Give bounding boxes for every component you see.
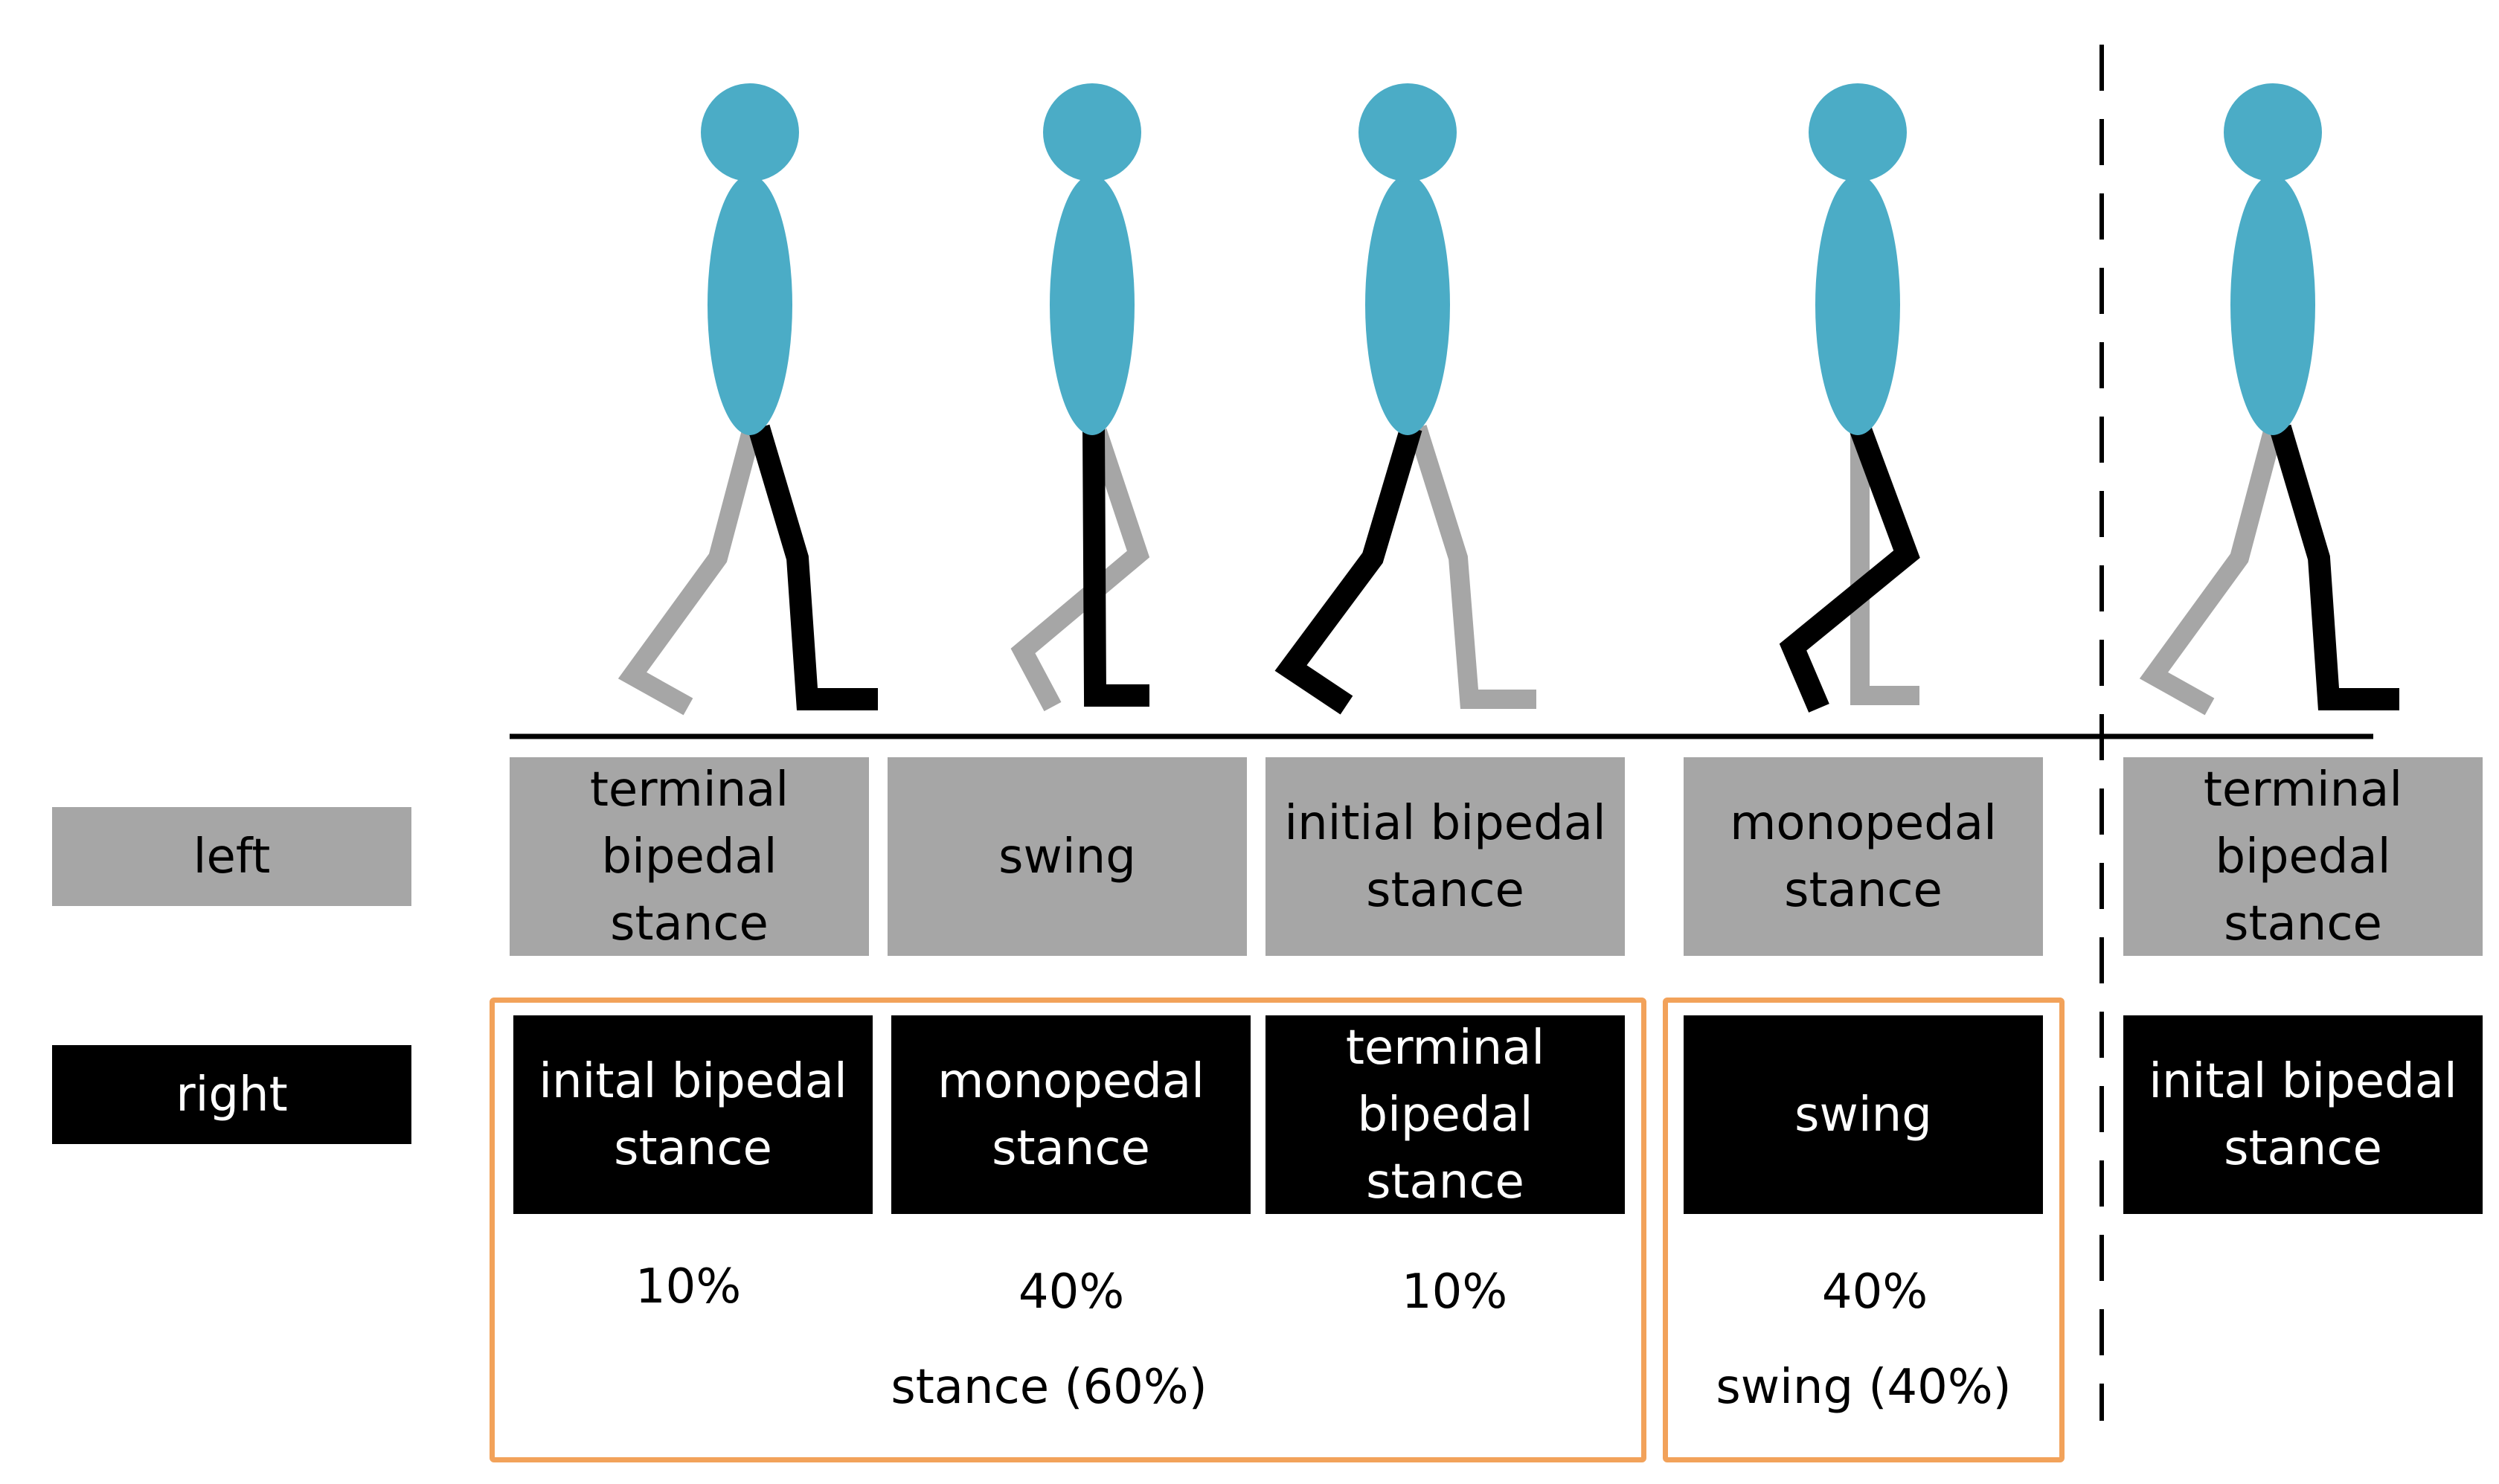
left-leg (1850, 431, 1919, 705)
right-leg (1082, 427, 1149, 707)
head (1809, 83, 1907, 182)
torso (2230, 175, 2315, 435)
walking-figure-4 (1779, 83, 1920, 713)
torso (1815, 175, 1900, 435)
swing-total: swing (40%) (1716, 1360, 2012, 1415)
swing-group-frame (1663, 998, 2065, 1462)
walking-figure-3 (1274, 83, 1536, 715)
torso (708, 175, 792, 435)
head (1358, 83, 1457, 182)
left-phase-3: initial bipedal stance (1265, 757, 1625, 956)
percentage-2: 40% (1018, 1265, 1125, 1320)
head (701, 83, 799, 182)
walking-figure-5 (2139, 83, 2399, 716)
percentage-1: 10% (635, 1259, 742, 1314)
right-phase-5: inital bipedal stance (2123, 1015, 2483, 1214)
right-phase-3: terminal bipedal stance (1265, 1015, 1625, 1214)
right-leg (2269, 424, 2399, 710)
right-leg (1779, 423, 1920, 713)
left-phase-1: terminal bipedal stance (510, 757, 869, 956)
torso (1050, 175, 1135, 435)
head (1043, 83, 1141, 182)
left-phase-2: swing (888, 757, 1247, 956)
head (2224, 83, 2322, 182)
walking-figure-2 (1010, 83, 1150, 712)
left-leg (2139, 428, 2283, 716)
right-row-label: right (52, 1045, 411, 1144)
left-leg (1010, 428, 1150, 712)
stance-group-frame (490, 998, 1646, 1462)
stance-total: stance (60%) (891, 1360, 1207, 1415)
percentage-4: 40% (1821, 1265, 1928, 1320)
left-row-label: left (52, 807, 411, 906)
right-leg (748, 424, 878, 710)
torso (1365, 175, 1450, 435)
left-leg (617, 428, 761, 716)
left-phase-5: terminal bipedal stance (2123, 757, 2483, 956)
left-leg (1408, 425, 1536, 709)
right-phase-2: monopedal stance (891, 1015, 1251, 1214)
right-phase-1: inital bipedal stance (513, 1015, 873, 1214)
left-phase-4: monopedal stance (1684, 757, 2043, 956)
right-phase-4: swing (1684, 1015, 2043, 1214)
walking-figure-1 (617, 83, 878, 716)
right-leg (1274, 424, 1422, 715)
percentage-3: 10% (1401, 1265, 1508, 1320)
